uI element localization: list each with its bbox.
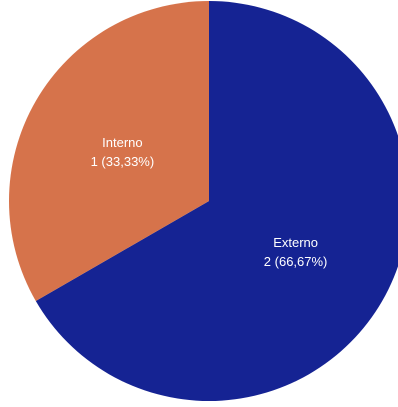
pie-slice-interno[interactable] [9,1,210,301]
pie-slice-externo[interactable] [35,1,398,401]
slice-label-interno: Interno [102,135,142,150]
slice-value-label-externo: 2 (66,67%) [264,254,328,269]
slice-value-label-interno: 1 (33,33%) [91,154,155,169]
slice-label-externo: Externo [273,235,318,250]
